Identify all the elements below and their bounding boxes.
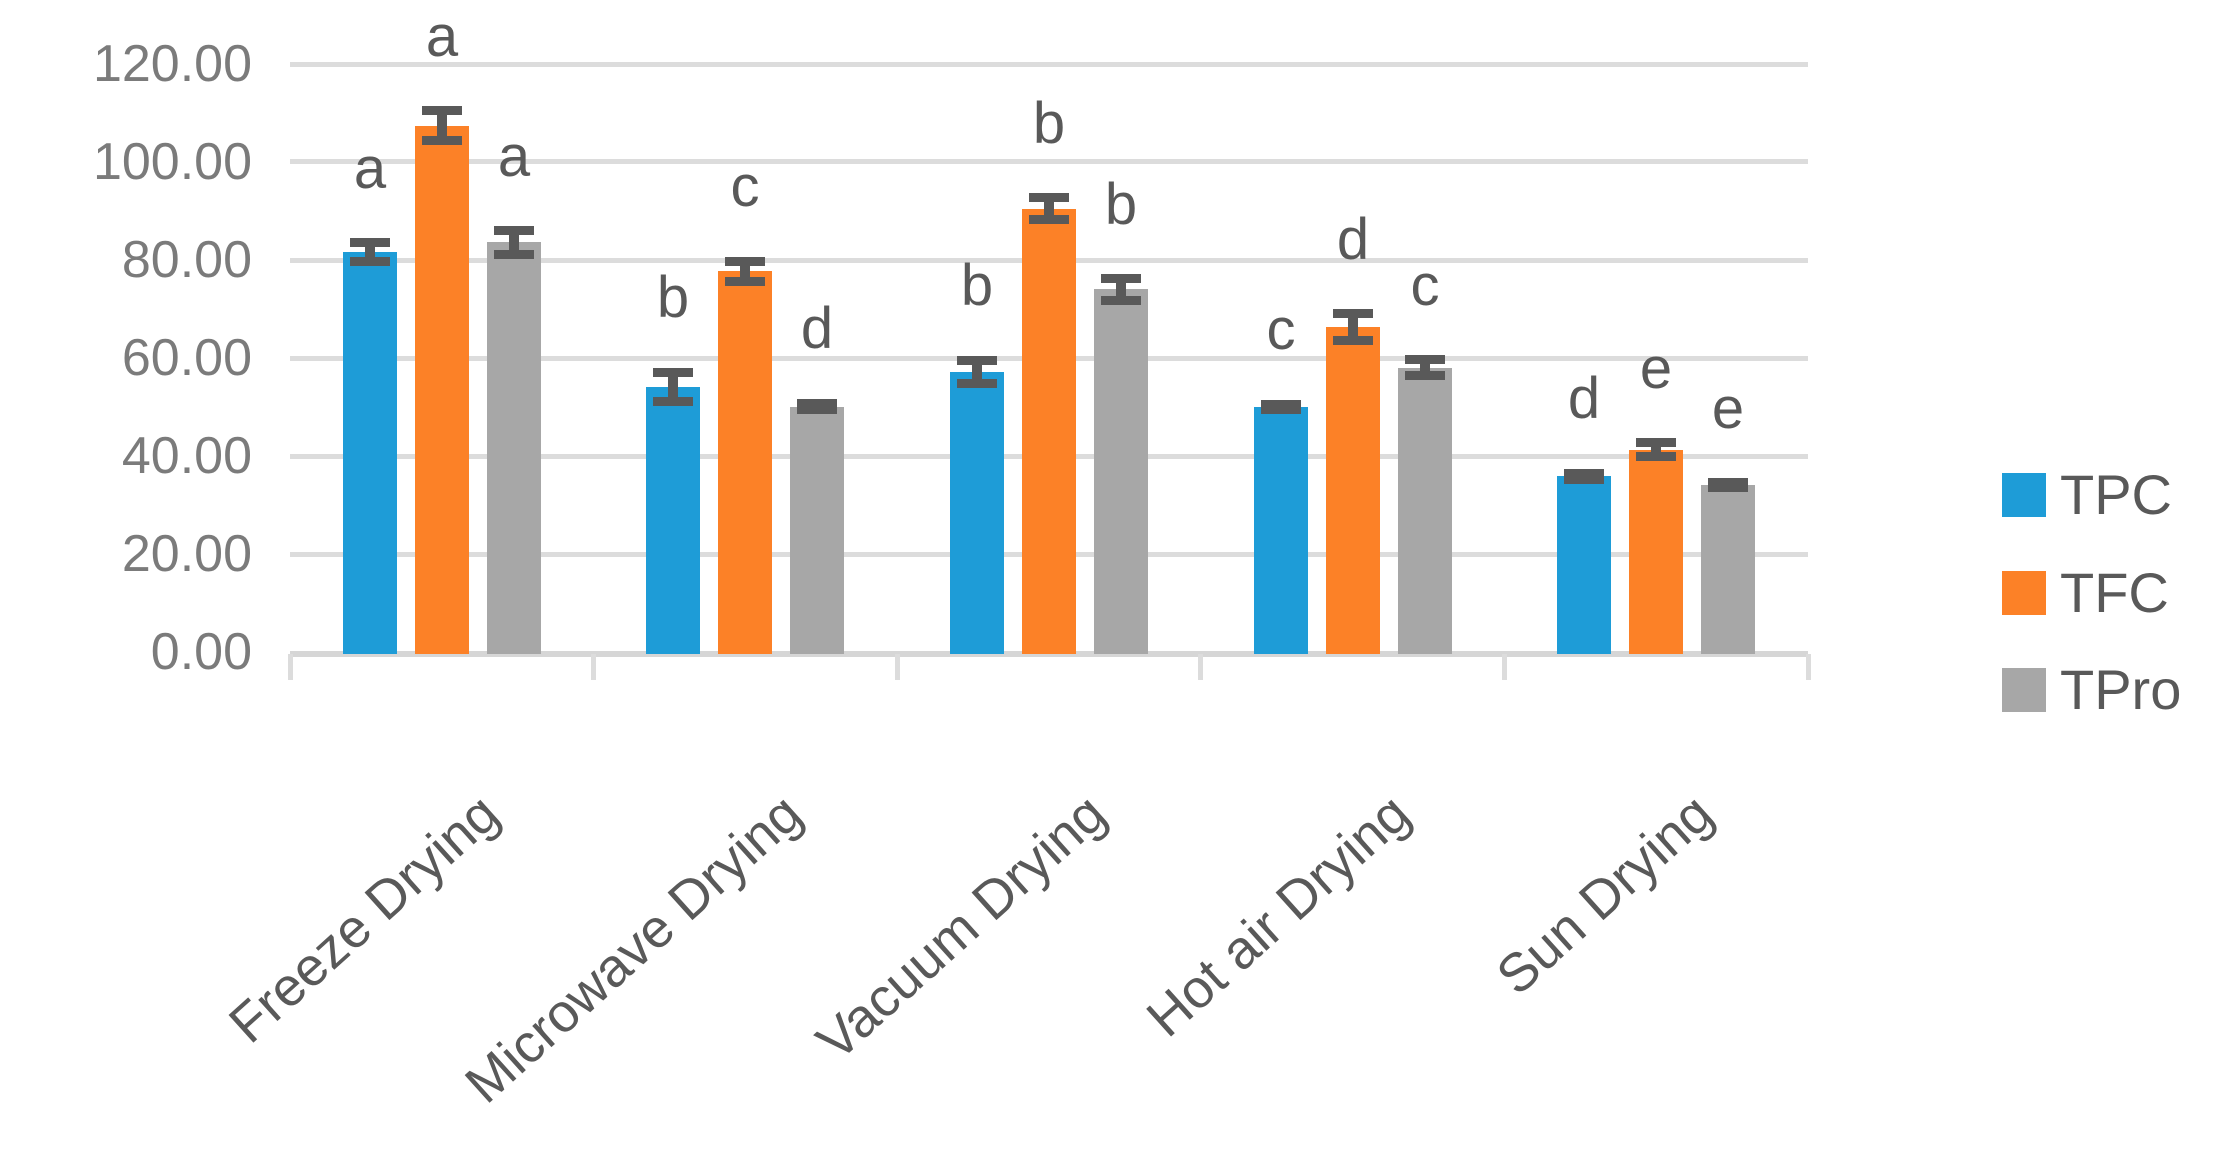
significance-letter: a xyxy=(353,136,387,201)
y-axis-tick-label: 20.00 xyxy=(121,525,252,583)
error-bar-cap xyxy=(1333,309,1373,318)
error-bar-cap xyxy=(350,257,390,266)
bar-tpc-microwave-drying xyxy=(646,387,700,654)
error-bar-cap xyxy=(1405,371,1445,380)
significance-letter: d xyxy=(1336,207,1370,272)
error-bar-stem xyxy=(668,372,678,401)
bar-tpro-vacuum-drying xyxy=(1094,289,1148,654)
error-bar-cap xyxy=(653,397,693,406)
legend-swatch-tpro xyxy=(2002,668,2046,712)
bar-tfc-hot-air-drying xyxy=(1326,327,1380,654)
x-axis-tick xyxy=(1502,654,1507,680)
x-axis-line xyxy=(290,651,1808,657)
bar-tfc-microwave-drying xyxy=(718,271,772,654)
error-bar-cap xyxy=(1708,483,1748,492)
significance-letter: b xyxy=(960,253,994,318)
bar-tfc-vacuum-drying xyxy=(1022,209,1076,654)
bar-tpc-vacuum-drying xyxy=(950,372,1004,654)
error-bar-stem xyxy=(365,243,375,262)
error-bar-stem xyxy=(437,111,447,141)
error-bar-stem xyxy=(972,360,982,384)
error-bar-cap xyxy=(422,106,462,115)
bar-tpro-sun-drying xyxy=(1701,485,1755,654)
error-bar-cap xyxy=(1564,475,1604,484)
gridline xyxy=(290,62,1808,67)
significance-letter: c xyxy=(1266,297,1296,362)
x-axis-tick xyxy=(1198,654,1203,680)
error-bar-cap xyxy=(494,250,534,259)
y-axis-tick-label: 80.00 xyxy=(121,231,252,289)
legend-swatch-tpc xyxy=(2002,473,2046,517)
error-bar-cap xyxy=(653,368,693,377)
error-bar-cap xyxy=(725,277,765,286)
significance-letter: e xyxy=(1639,336,1673,401)
y-axis-tick-label: 40.00 xyxy=(121,427,252,485)
significance-letter: a xyxy=(425,4,459,69)
y-axis-tick-label: 0.00 xyxy=(150,623,252,681)
x-axis-tick xyxy=(288,654,293,680)
error-bar-cap xyxy=(1333,336,1373,345)
x-axis-tick xyxy=(895,654,900,680)
error-bar-cap xyxy=(1101,274,1141,283)
bar-tpro-microwave-drying xyxy=(790,407,844,654)
error-bar-stem xyxy=(1420,360,1430,376)
significance-letter: e xyxy=(1711,376,1745,441)
bar-tpc-hot-air-drying xyxy=(1254,407,1308,654)
error-bar-cap xyxy=(1636,452,1676,461)
error-bar-cap xyxy=(957,379,997,388)
error-bar-stem xyxy=(740,261,750,281)
bar-tpro-hot-air-drying xyxy=(1398,368,1452,654)
bar-tfc-sun-drying xyxy=(1629,450,1683,654)
significance-letter: b xyxy=(1104,172,1138,237)
error-bar-cap xyxy=(1261,405,1301,414)
error-bar-cap xyxy=(494,226,534,235)
error-bar-cap xyxy=(725,257,765,266)
significance-letter: b xyxy=(656,265,690,330)
significance-letter: d xyxy=(1567,366,1601,431)
bar-tfc-freeze-drying xyxy=(415,126,469,654)
error-bar-cap xyxy=(1564,469,1604,478)
y-axis-tick-label: 120.00 xyxy=(92,35,252,93)
x-axis-tick xyxy=(591,654,596,680)
x-axis-category-label: Sun Drying xyxy=(1485,783,1725,1007)
legend-label-tpc: TPC xyxy=(2060,463,2172,526)
error-bar-cap xyxy=(1261,400,1301,409)
error-bar-cap xyxy=(1029,193,1069,202)
error-bar-cap xyxy=(350,238,390,247)
bar-tpc-sun-drying xyxy=(1557,476,1611,654)
bar-tpc-freeze-drying xyxy=(343,252,397,654)
y-axis-tick-label: 60.00 xyxy=(121,329,252,387)
legend-label-tpro: TPro xyxy=(2060,658,2182,721)
error-bar-stem xyxy=(1651,443,1661,457)
error-bar-cap xyxy=(422,136,462,145)
error-bar-stem xyxy=(1348,314,1358,340)
bar-tpro-freeze-drying xyxy=(487,242,541,654)
y-axis-tick-label: 100.00 xyxy=(92,133,252,191)
error-bar-cap xyxy=(1708,478,1748,487)
error-bar-cap xyxy=(1101,296,1141,305)
x-axis-tick xyxy=(1806,654,1811,680)
error-bar-cap xyxy=(797,405,837,414)
error-bar-cap xyxy=(797,399,837,408)
error-bar-stem xyxy=(509,231,519,255)
error-bar-stem xyxy=(1044,198,1054,220)
legend-swatch-tfc xyxy=(2002,571,2046,615)
error-bar-cap xyxy=(1029,215,1069,224)
significance-letter: c xyxy=(730,154,760,219)
legend-label-tfc: TFC xyxy=(2060,561,2169,624)
significance-letter: b xyxy=(1032,91,1066,156)
significance-letter: a xyxy=(497,124,531,189)
error-bar-stem xyxy=(1116,279,1126,301)
significance-letter: c xyxy=(1410,253,1440,318)
error-bar-cap xyxy=(1405,355,1445,364)
error-bar-cap xyxy=(1636,438,1676,447)
error-bar-cap xyxy=(957,356,997,365)
significance-letter: d xyxy=(800,296,834,361)
gridline xyxy=(290,159,1808,164)
